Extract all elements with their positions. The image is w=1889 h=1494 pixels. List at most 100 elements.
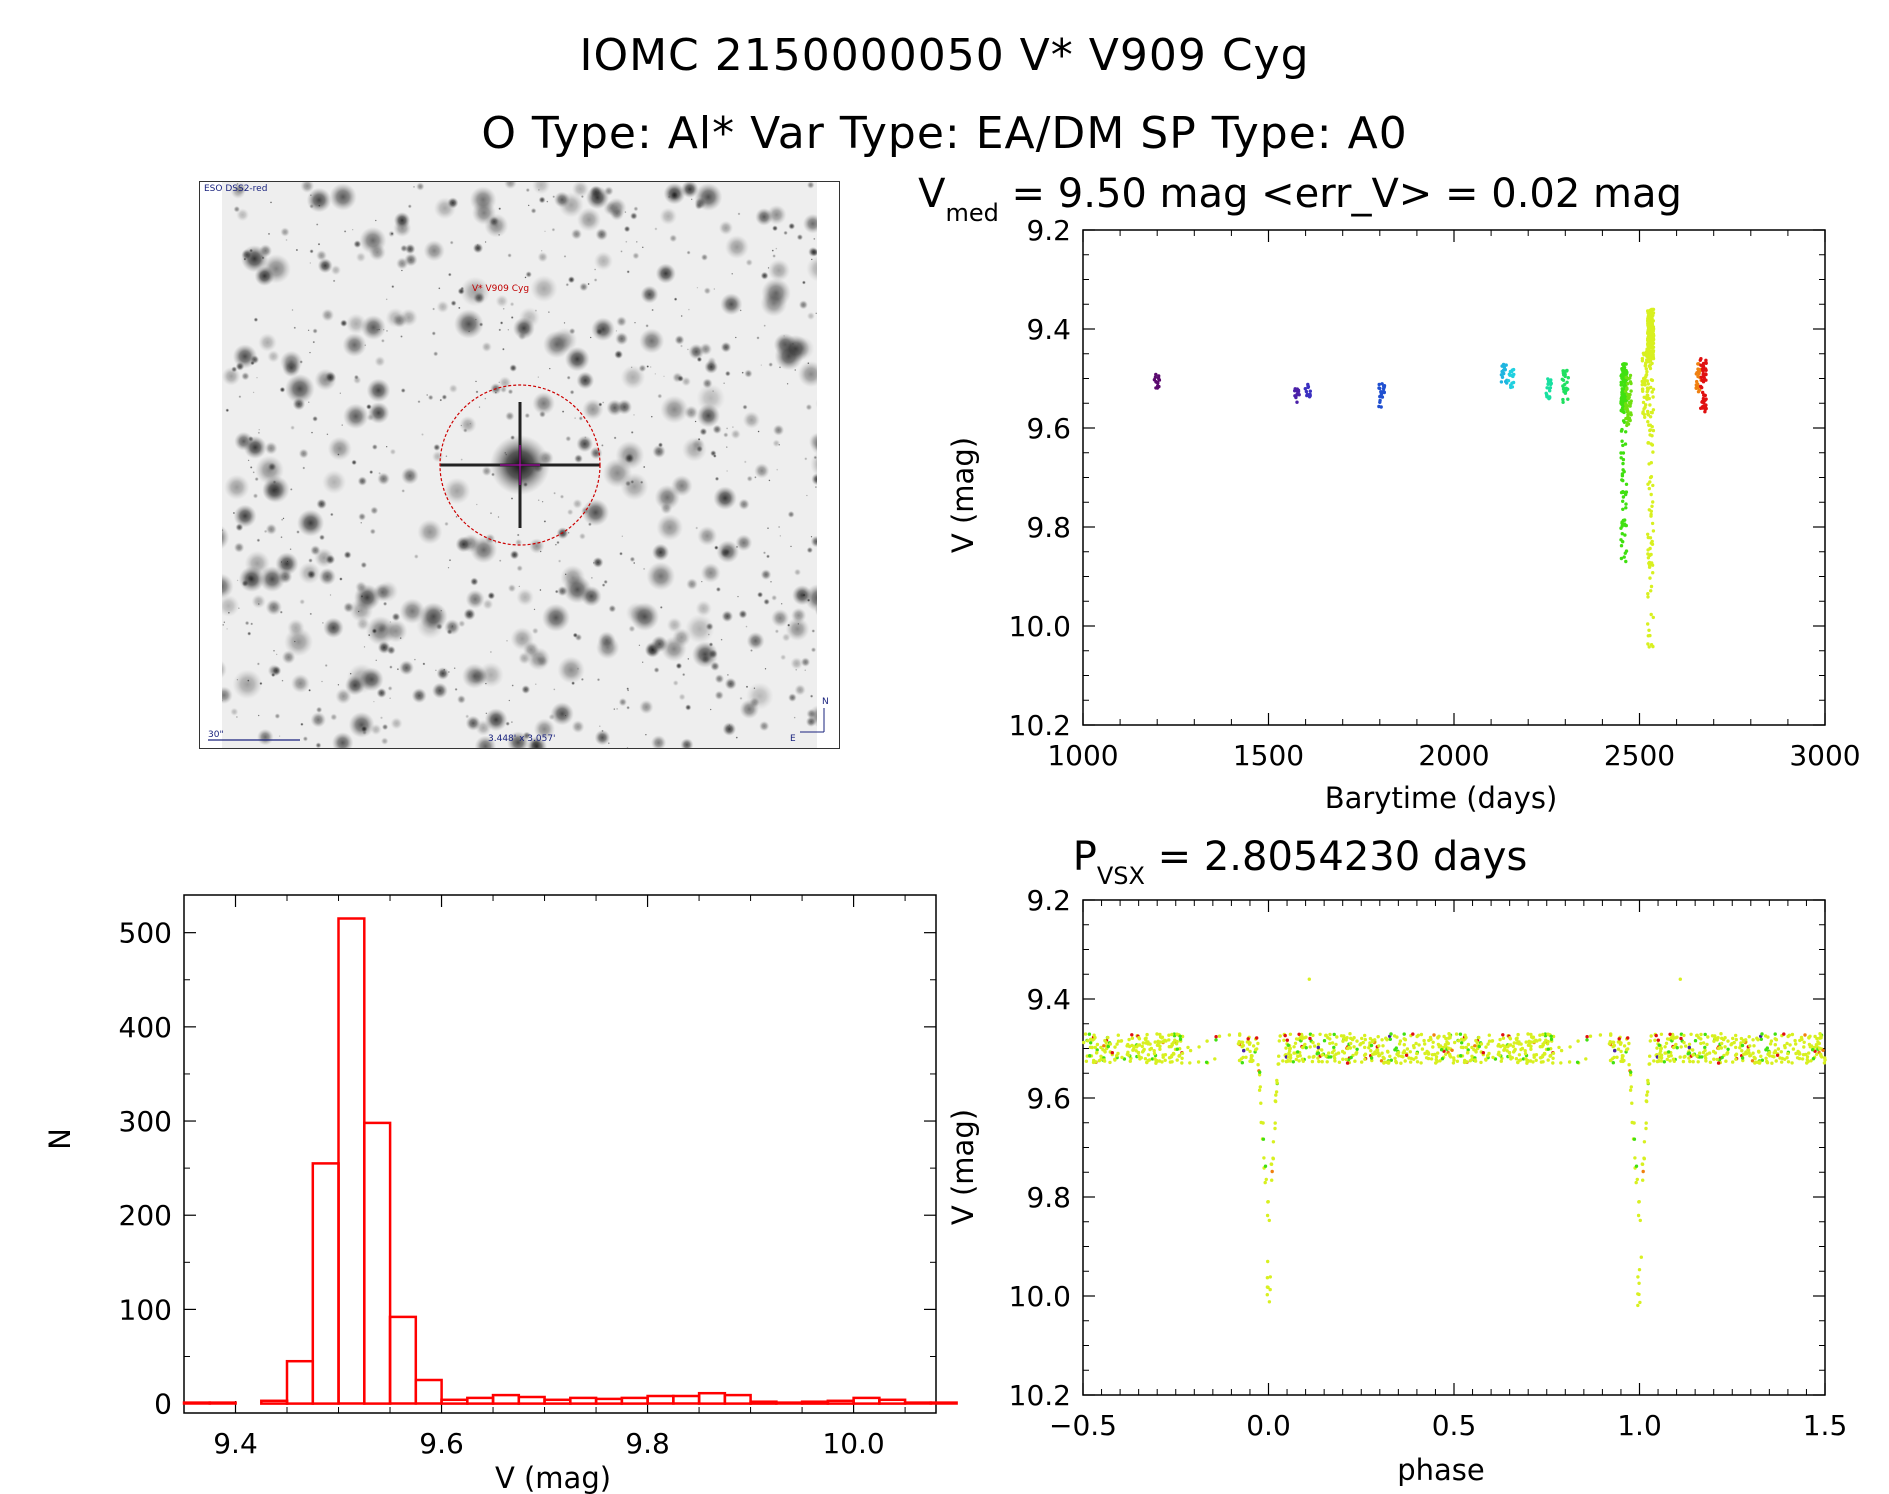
phase-curve-point <box>1818 1032 1822 1036</box>
phase-curve-point <box>1436 1036 1440 1040</box>
phase-curve-point <box>1509 1057 1513 1061</box>
phase-curve-point <box>1559 1061 1563 1065</box>
sky-star <box>703 287 711 295</box>
phase-curve-point <box>1286 1043 1291 1047</box>
histogram-bar <box>311 1162 340 1405</box>
phase-curve-point <box>1610 1057 1615 1061</box>
phase-curve-point <box>1432 1033 1436 1037</box>
sky-star <box>651 543 670 561</box>
phase-curve-point <box>1419 1061 1423 1065</box>
light-curve-point <box>1621 457 1626 462</box>
light-curve-point <box>1619 556 1624 561</box>
sky-star <box>760 364 763 367</box>
phase-curve-point <box>1339 1034 1344 1038</box>
sky-star <box>456 694 466 704</box>
histogram-xtick-label: 9.4 <box>213 1427 258 1460</box>
phase-curve-point <box>1460 1041 1464 1045</box>
light-curve-point <box>1696 382 1700 386</box>
light-curve-title-rest: = 9.50 mag <err_V> = 0.02 mag <box>999 171 1682 217</box>
phase-curve-point <box>1668 1059 1672 1063</box>
phase-curve-point <box>1435 1059 1439 1064</box>
sky-star <box>489 512 493 515</box>
phase-curve-point <box>1412 1045 1416 1050</box>
phase-curve-point <box>1158 1035 1163 1039</box>
light-curve-point <box>1649 589 1653 593</box>
sky-star <box>339 577 343 581</box>
histogram-bar <box>440 1398 469 1405</box>
histogram-bar <box>543 1398 572 1405</box>
histogram-bar <box>208 1401 237 1405</box>
phase-curve-point <box>1452 1056 1456 1060</box>
sky-star <box>351 459 357 466</box>
phase-curve-point <box>1318 1032 1322 1037</box>
phase-curve-point <box>1703 1045 1707 1050</box>
light-curve-point <box>1621 518 1626 523</box>
light-curve-point <box>1624 375 1628 380</box>
sky-star <box>280 561 283 563</box>
light-curve-point <box>1377 404 1381 409</box>
sky-star <box>591 317 615 342</box>
sky-star <box>470 577 479 586</box>
light-curve-point <box>1624 559 1628 564</box>
phase-curve-point <box>1740 1056 1745 1060</box>
sky-star <box>247 459 250 462</box>
phase-curve-point <box>1103 1038 1107 1043</box>
histogram-bar <box>620 1396 649 1405</box>
phase-curve-point <box>1125 1044 1129 1048</box>
phase-curve-point <box>1790 1032 1795 1037</box>
sky-star <box>257 728 274 746</box>
light-curve-point <box>1644 367 1649 371</box>
sky-star <box>641 661 644 664</box>
phase-curve-point <box>1664 1041 1669 1046</box>
light-curve-ytick-label: 9.4 <box>1026 313 1071 346</box>
light-curve-point <box>1380 395 1385 399</box>
sky-star <box>325 554 336 565</box>
phase-curve-point <box>1654 1033 1658 1038</box>
sky-star <box>686 250 691 255</box>
phase-curve-point <box>1273 1121 1277 1125</box>
phase-curve-point <box>1278 1034 1282 1038</box>
light-curve-point <box>1648 363 1653 367</box>
phase-curve-point <box>1703 1032 1707 1037</box>
sky-star <box>626 746 629 748</box>
light-curve-point <box>1620 439 1624 443</box>
light-curve-point <box>1629 399 1633 403</box>
phase-curve-point <box>1642 1156 1646 1160</box>
phase-curve-point <box>1773 1043 1778 1047</box>
sky-star <box>595 228 608 241</box>
sky-star <box>316 498 327 510</box>
phase-curve-point <box>1764 1048 1768 1052</box>
phase-curve-ytick-label: 9.6 <box>1026 1082 1071 1115</box>
sky-star <box>280 227 290 237</box>
light-curve-point <box>1621 495 1626 499</box>
light-curve-point <box>1651 428 1656 433</box>
light-curve-point <box>1565 380 1569 384</box>
light-curve-point <box>1645 390 1649 394</box>
light-curve-point <box>1628 403 1632 407</box>
sky-star <box>806 311 816 321</box>
sky-star <box>396 668 400 671</box>
sky-star <box>709 708 712 711</box>
phase-curve-point <box>1821 1048 1825 1053</box>
light-curve-point <box>1647 628 1651 632</box>
phase-curve-point <box>1715 1038 1719 1042</box>
sky-star <box>233 542 245 553</box>
phase-curve-point <box>1414 1041 1418 1046</box>
light-curve-point <box>1293 394 1297 398</box>
phase-curve-point <box>1747 1035 1751 1039</box>
phase-curve-point <box>1178 1034 1182 1039</box>
phase-curve-point <box>1242 1049 1246 1053</box>
phase-curve-point <box>1266 1200 1270 1204</box>
sky-star <box>699 427 708 436</box>
sky-star <box>744 369 753 378</box>
phase-curve-point <box>1261 1137 1266 1141</box>
phase-curve-point <box>1259 1101 1263 1105</box>
light-curve-point <box>1499 373 1504 377</box>
histogram-bar <box>672 1394 701 1405</box>
sky-star <box>335 688 352 705</box>
phase-curve-point <box>1345 1061 1350 1065</box>
phase-curve-point <box>1445 1040 1449 1044</box>
phase-curve-point <box>1559 1048 1564 1053</box>
sky-star <box>324 663 328 668</box>
light-curve-point <box>1304 389 1309 394</box>
